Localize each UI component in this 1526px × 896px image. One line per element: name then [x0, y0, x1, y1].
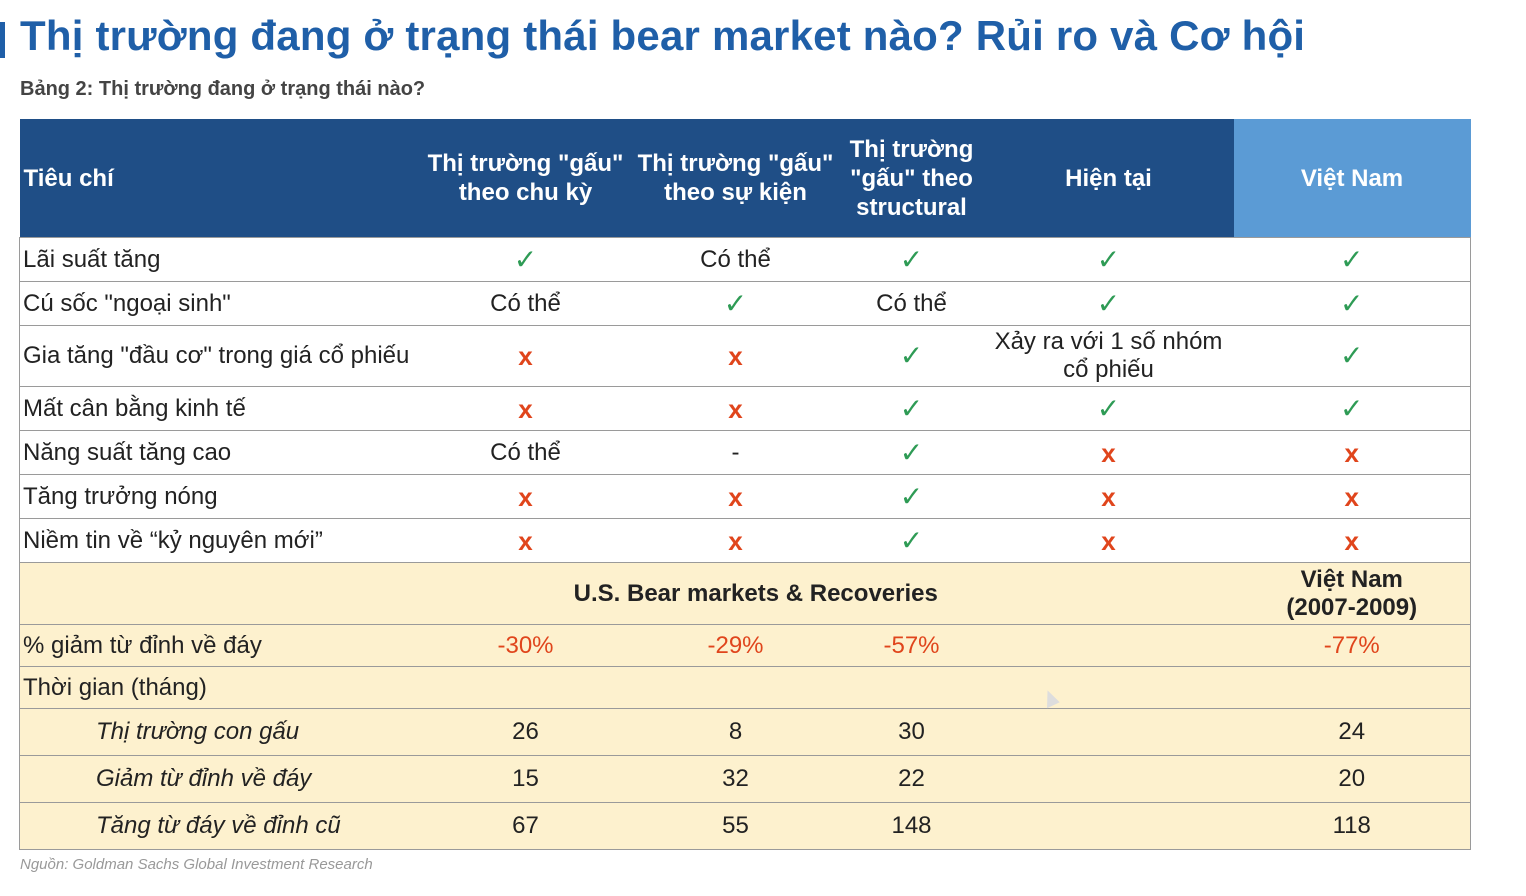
check-icon: ✓: [1233, 386, 1471, 431]
table-row: Gia tăng "đầu cơ" trong giá cổ phiếu x x ✓ X…: [19, 325, 1471, 387]
page-title: Thị trường đang ở trạng thái bear market…: [20, 12, 1306, 59]
cross-icon: x: [1233, 518, 1471, 563]
duration-sub-row: Tăng từ đáy về đỉnh cũ 67 55 148 118: [19, 802, 1471, 850]
table-row: Niềm tin về “kỷ nguyên mới” x x ✓ x x: [19, 518, 1471, 563]
criteria-label: Cú sốc "ngoại sinh": [19, 281, 420, 326]
criteria-label: Niềm tin về “kỷ nguyên mới”: [19, 518, 420, 563]
check-icon: ✓: [983, 386, 1234, 431]
check-icon: ✓: [1233, 325, 1471, 387]
duration-current: [983, 802, 1234, 850]
duration-cyclical: 26: [419, 708, 632, 756]
check-icon: ✓: [839, 325, 984, 387]
source-note: Nguồn: Goldman Sachs Global Investment R…: [20, 856, 373, 873]
cell-cyclical: Có thể: [419, 281, 632, 326]
check-icon: ✓: [839, 430, 984, 475]
table-row: Cú sốc "ngoại sinh" Có thể ✓ Có thể ✓ ✓: [19, 281, 1471, 326]
table-row: Lãi suất tăng ✓ Có thể ✓ ✓ ✓: [19, 237, 1471, 282]
decline-current: [983, 624, 1234, 667]
duration-event: 32: [631, 755, 840, 803]
table-row: Năng suất tăng cao Có thể - ✓ x x: [19, 430, 1471, 475]
duration-vietnam: 24: [1233, 708, 1471, 756]
duration-row: Thời gian (tháng): [19, 666, 1471, 709]
table-caption: Bảng 2: Thị trường đang ở trạng thái nào…: [20, 78, 426, 100]
cell-current: Xảy ra với 1 số nhóm cổ phiếu: [983, 325, 1234, 387]
check-icon: ✓: [983, 281, 1234, 326]
decline-label: % giảm từ đỉnh về đáy: [19, 624, 420, 667]
title-accent-bar: [0, 22, 5, 58]
duration-sub-row: Giảm từ đỉnh về đáy 15 32 22 20: [19, 755, 1471, 803]
duration-cyclical: 67: [419, 802, 632, 850]
cross-icon: x: [419, 386, 632, 431]
cross-icon: x: [983, 518, 1234, 563]
header-current: Hiện tại: [983, 119, 1234, 238]
header-criteria: Tiêu chí: [19, 119, 420, 238]
criteria-label: Lãi suất tăng: [19, 237, 420, 282]
duration-vietnam: 20: [1233, 755, 1471, 803]
duration-sub-label: Thị trường con gấu: [19, 708, 420, 756]
cross-icon: x: [983, 474, 1234, 519]
decline-vietnam: -77%: [1233, 624, 1471, 667]
cross-icon: x: [419, 325, 632, 387]
decline-row: % giảm từ đỉnh về đáy -30% -29% -57% -77…: [19, 624, 1471, 667]
cell-structural: Có thể: [839, 281, 984, 326]
vn-header-line1: Việt Nam: [1300, 565, 1403, 593]
header-cyclical: Thị trường "gấu" theo chu kỳ: [419, 119, 632, 238]
cell-event: Có thể: [631, 237, 840, 282]
header-structural: Thị trường "gấu" theo structural: [839, 119, 984, 238]
table-row: Tăng trưởng nóng x x ✓ x x: [19, 474, 1471, 519]
criteria-label: Năng suất tăng cao: [19, 430, 420, 475]
duration-sub-row: Thị trường con gấu 26 8 30 24: [19, 708, 1471, 756]
header-event: Thị trường "gấu" theo sự kiện: [631, 119, 840, 238]
check-icon: ✓: [419, 237, 632, 282]
cross-icon: x: [1233, 430, 1471, 475]
duration-sub-label: Giảm từ đỉnh về đáy: [19, 755, 420, 803]
cross-icon: x: [419, 518, 632, 563]
duration-label: Thời gian (tháng): [19, 666, 1471, 709]
cross-icon: x: [631, 325, 840, 387]
duration-event: 55: [631, 802, 840, 850]
check-icon: ✓: [839, 237, 984, 282]
bear-market-table: Tiêu chí Thị trường "gấu" theo chu kỳ Th…: [19, 119, 1471, 850]
check-icon: ✓: [1233, 237, 1471, 282]
duration-sub-label: Tăng từ đáy về đỉnh cũ: [19, 802, 420, 850]
table-row: Mất cân bằng kinh tế x x ✓ ✓ ✓: [19, 386, 1471, 431]
criteria-label: Tăng trưởng nóng: [19, 474, 420, 519]
check-icon: ✓: [631, 281, 840, 326]
duration-structural: 22: [839, 755, 984, 803]
duration-current: [983, 708, 1234, 756]
bear-header-row: U.S. Bear markets & Recoveries Việt Nam …: [19, 562, 1471, 625]
criteria-label: Mất cân bằng kinh tế: [19, 386, 420, 431]
decline-cyclical: -30%: [419, 624, 632, 667]
bear-header: U.S. Bear markets & Recoveries: [19, 562, 1234, 625]
vn-header-line2: (2007-2009): [1286, 593, 1418, 621]
check-icon: ✓: [1233, 281, 1471, 326]
duration-structural: 30: [839, 708, 984, 756]
cross-icon: x: [1233, 474, 1471, 519]
cross-icon: x: [631, 474, 840, 519]
check-icon: ✓: [839, 386, 984, 431]
decline-structural: -57%: [839, 624, 984, 667]
duration-cyclical: 15: [419, 755, 632, 803]
duration-structural: 148: [839, 802, 984, 850]
cross-icon: x: [631, 518, 840, 563]
duration-vietnam: 118: [1233, 802, 1471, 850]
cell-cyclical: Có thể: [419, 430, 632, 475]
cross-icon: x: [983, 430, 1234, 475]
check-icon: ✓: [839, 474, 984, 519]
header-vietnam: Việt Nam: [1233, 119, 1471, 238]
table-header-row: Tiêu chí Thị trường "gấu" theo chu kỳ Th…: [19, 119, 1471, 238]
cross-icon: x: [419, 474, 632, 519]
check-icon: ✓: [839, 518, 984, 563]
cell-event: -: [631, 430, 840, 475]
criteria-label: Gia tăng "đầu cơ" trong giá cổ phiếu: [19, 325, 420, 387]
duration-event: 8: [631, 708, 840, 756]
decline-event: -29%: [631, 624, 840, 667]
check-icon: ✓: [983, 237, 1234, 282]
vn-period-header: Việt Nam (2007-2009): [1233, 562, 1471, 625]
duration-current: [983, 755, 1234, 803]
cross-icon: x: [631, 386, 840, 431]
